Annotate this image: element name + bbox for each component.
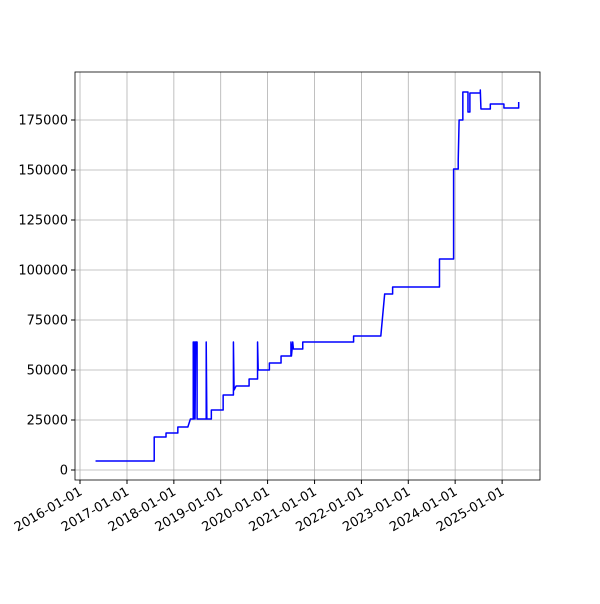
y-tick-label: 25000 [27,414,68,429]
plot-frame [74,71,541,481]
data-line [95,89,520,462]
y-tick-label: 175000 [18,114,68,129]
y-tick-label: 50000 [27,364,68,379]
y-tick-label: 75000 [27,314,68,329]
y-tick-label: 0 [60,464,68,479]
y-tick-label: 100000 [18,264,68,279]
y-tick-label: 150000 [18,164,68,179]
y-tick-label: 125000 [18,214,68,229]
